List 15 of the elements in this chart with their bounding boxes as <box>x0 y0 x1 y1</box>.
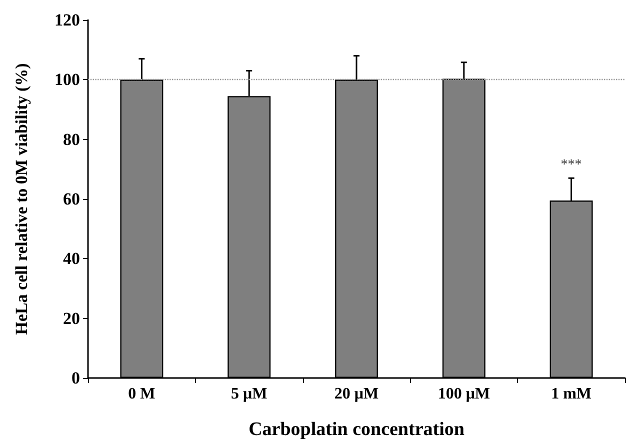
y-tick-label: 40 <box>63 249 80 268</box>
y-tick-label: 120 <box>54 10 80 30</box>
x-tick-label: 5 μM <box>231 386 268 402</box>
x-tick-label: 100 μM <box>438 386 490 402</box>
y-tick-label: 60 <box>63 190 80 208</box>
y-tick-label: 80 <box>63 130 80 149</box>
x-tick-label: 1 mM <box>551 386 592 402</box>
x-axis-title: Carboplatin concentration <box>248 419 465 440</box>
annotation: *** <box>560 158 582 173</box>
x-tick-label: 0 M <box>128 386 156 402</box>
y-tick-label: 100 <box>54 70 80 90</box>
y-tick-label: 0 <box>72 368 80 388</box>
y-tick-label: 20 <box>63 308 80 328</box>
x-tick-label: 20 μM <box>334 386 379 402</box>
y-axis-title: HeLa cell relative to 0M viability (%) <box>12 63 31 335</box>
